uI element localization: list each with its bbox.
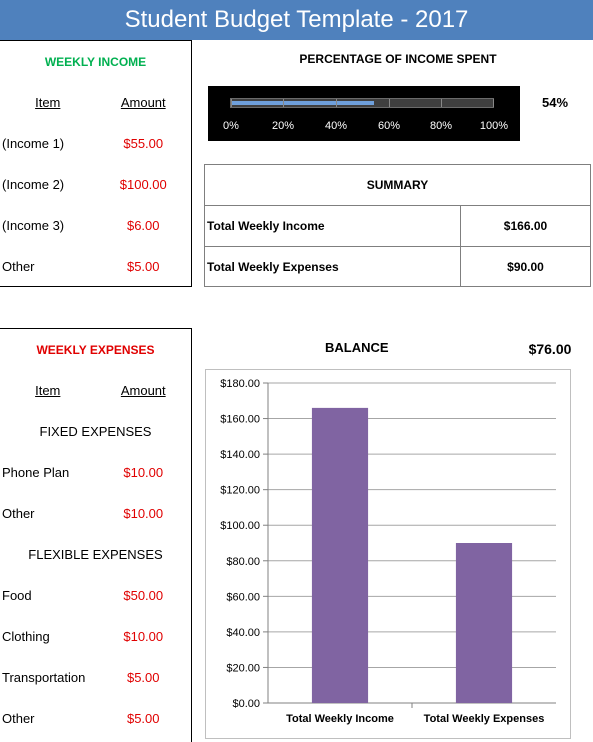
balance-chart-svg: $0.00 $20.00 $40.00 $60.00 $80.00 $100.00 $120… <box>220 378 556 725</box>
gauge-tick <box>441 99 442 107</box>
y-tick-label: $100.00 <box>220 520 260 532</box>
flexible-expenses-header: FLEXIBLE EXPENSES <box>28 547 163 562</box>
balance-value: $76.00 <box>528 341 572 357</box>
summary-table: SUMMARY Total Weekly Income $166.00 Tota… <box>204 164 591 287</box>
gauge-tick <box>389 99 390 107</box>
flexible-expenses-header-row: FLEXIBLE EXPENSES <box>0 534 191 575</box>
fixed-expenses-header-row: FIXED EXPENSES <box>0 411 191 452</box>
expense-item-cell[interactable]: Clothing <box>2 629 50 644</box>
income-row[interactable]: Other $5.00 <box>0 246 191 287</box>
expenses-item-column-header: Item <box>35 383 61 398</box>
gauge-tick-label: 80% <box>429 120 453 132</box>
income-item-cell[interactable]: Other <box>2 259 35 274</box>
balance-chart[interactable]: $0.00 $20.00 $40.00 $60.00 $80.00 $100.00 $120… <box>205 369 571 739</box>
y-tick-label: $80.00 <box>226 556 260 568</box>
expense-row[interactable]: Transportation $5.00 <box>0 657 191 698</box>
income-amount-cell[interactable]: $55.00 <box>123 136 164 151</box>
weekly-expenses-header: WEEKLY EXPENSES <box>36 342 155 357</box>
summary-label[interactable]: Total Weekly Income <box>205 206 461 246</box>
y-tick-label: $140.00 <box>220 449 260 461</box>
income-column-headers: Item Amount <box>0 82 191 123</box>
gauge-track <box>230 98 494 108</box>
summary-value[interactable]: $90.00 <box>507 259 544 274</box>
summary-header: SUMMARY <box>205 165 590 206</box>
income-row[interactable]: (Income 1) $55.00 <box>0 123 191 164</box>
expense-amount-cell[interactable]: $10.00 <box>123 506 164 521</box>
expense-row[interactable]: Phone Plan $10.00 <box>0 452 191 493</box>
expense-row[interactable]: Food $50.00 <box>0 575 191 616</box>
balance-title: BALANCE <box>325 340 389 355</box>
y-tick-label: $160.00 <box>220 414 260 426</box>
gauge-fill <box>231 101 374 105</box>
bar <box>311 407 369 703</box>
income-item-cell[interactable]: (Income 2) <box>2 177 65 192</box>
expense-row[interactable]: Other $5.00 <box>0 698 191 739</box>
income-row[interactable]: (Income 2) $100.00 <box>0 164 191 205</box>
y-tick-label: $20.00 <box>226 662 260 674</box>
summary-row[interactable]: Total Weekly Income $166.00 <box>205 206 590 247</box>
gauge-tick-label: 40% <box>324 120 348 132</box>
income-amount-cell[interactable]: $100.00 <box>119 177 167 192</box>
y-tick-label: $0.00 <box>232 698 260 710</box>
percentage-spent-gauge: 0% 20% 40% 60% 80% 100% <box>208 86 520 141</box>
gauge-tick-label: 60% <box>377 120 401 132</box>
income-row[interactable]: (Income 3) $6.00 <box>0 205 191 246</box>
income-amount-column-header: Amount <box>120 95 166 110</box>
summary-value[interactable]: $166.00 <box>503 219 548 233</box>
y-tick-label: $40.00 <box>226 627 260 639</box>
income-item-cell[interactable]: (Income 1) <box>2 136 65 151</box>
bar <box>455 543 513 703</box>
expense-amount-cell[interactable]: $5.00 <box>126 711 160 726</box>
expense-row[interactable]: Clothing $10.00 <box>0 616 191 657</box>
income-item-cell[interactable]: (Income 3) <box>2 218 65 233</box>
income-amount-cell[interactable]: $6.00 <box>126 218 160 233</box>
fixed-expenses-header: FIXED EXPENSES <box>39 424 152 439</box>
income-header-row: WEEKLY INCOME <box>0 41 191 82</box>
gauge-tick-label: 20% <box>271 120 295 132</box>
expense-item-cell[interactable]: Transportation <box>2 670 86 685</box>
percentage-spent-title: PERCENTAGE OF INCOME SPENT <box>299 52 497 66</box>
expense-amount-cell[interactable]: $10.00 <box>123 465 164 480</box>
expense-item-cell[interactable]: Food <box>2 588 32 603</box>
expense-item-cell[interactable]: Other <box>2 711 35 726</box>
weekly-income-panel: WEEKLY INCOME Item Amount (Income 1) $55… <box>0 40 192 287</box>
gauge-tick <box>336 99 337 107</box>
x-tick-label: Total Weekly Expenses <box>424 713 545 725</box>
gauge-tick-label: 100% <box>479 120 509 132</box>
y-tick-label: $180.00 <box>220 378 260 390</box>
expense-row[interactable]: Other $10.00 <box>0 493 191 534</box>
y-tick-label: $60.00 <box>226 591 260 603</box>
percentage-spent-value: 54% <box>541 95 569 110</box>
expense-amount-cell[interactable]: $50.00 <box>123 588 164 603</box>
expenses-column-headers: Item Amount <box>0 370 191 411</box>
weekly-expenses-panel: WEEKLY EXPENSES Item Amount FIXED EXPENS… <box>0 328 192 742</box>
x-tick-label: Total Weekly Income <box>286 713 394 725</box>
expense-item-cell[interactable]: Other <box>2 506 35 521</box>
weekly-income-header: WEEKLY INCOME <box>44 54 147 69</box>
expense-amount-cell[interactable]: $5.00 <box>126 670 160 685</box>
gauge-tick <box>231 99 232 107</box>
expenses-header-row: WEEKLY EXPENSES <box>0 329 191 370</box>
gauge-tick <box>493 99 494 107</box>
summary-label[interactable]: Total Weekly Expenses <box>205 246 461 287</box>
y-tick-label: $120.00 <box>220 485 260 497</box>
expense-amount-cell[interactable]: $10.00 <box>123 629 164 644</box>
gauge-tick <box>283 99 284 107</box>
expenses-amount-column-header: Amount <box>120 383 166 398</box>
expense-item-cell[interactable]: Phone Plan <box>2 465 70 480</box>
income-item-column-header: Item <box>35 95 61 110</box>
summary-row[interactable]: Total Weekly Expenses $90.00 <box>205 246 590 287</box>
gauge-tick-label: 0% <box>223 120 239 132</box>
income-amount-cell[interactable]: $5.00 <box>126 259 160 274</box>
page-title: Student Budget Template - 2017 <box>0 0 593 40</box>
